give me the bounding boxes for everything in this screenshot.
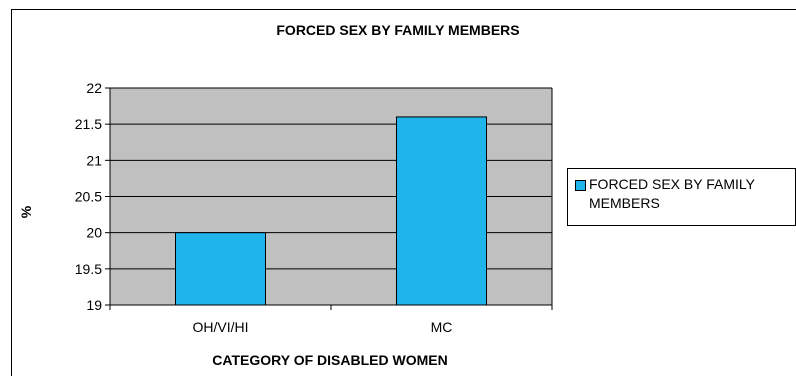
legend-entry-label: FORCED SEX BY FAMILY MEMBERS <box>589 176 755 211</box>
y-tick-label: 19.5 <box>75 261 102 277</box>
y-tick-label: 21 <box>86 152 102 168</box>
legend: FORCED SEX BY FAMILY MEMBERS <box>567 168 796 226</box>
bars <box>175 116 487 306</box>
bar <box>396 116 487 306</box>
y-tick-label: 22 <box>86 80 102 96</box>
x-tick-label: MC <box>431 319 453 335</box>
x-tick-label: OH/VI/HI <box>192 319 248 335</box>
chart-title: FORCED SEX BY FAMILY MEMBERS <box>276 22 520 38</box>
y-tick-label: 20.5 <box>75 189 102 205</box>
legend-swatch <box>575 180 586 191</box>
bar <box>175 232 266 306</box>
y-axis-ticks: 19 19.5 20 20.5 21 21.5 22 <box>75 80 110 313</box>
chart-frame <box>11 9 796 376</box>
y-tick-label: 19 <box>86 297 102 313</box>
x-axis-label: CATEGORY OF DISABLED WOMEN <box>212 352 448 368</box>
y-tick-label: 21.5 <box>75 116 102 132</box>
x-axis-ticks: OH/VI/HI MC <box>109 305 553 335</box>
y-tick-label: 20 <box>86 225 102 241</box>
axes <box>109 88 553 306</box>
